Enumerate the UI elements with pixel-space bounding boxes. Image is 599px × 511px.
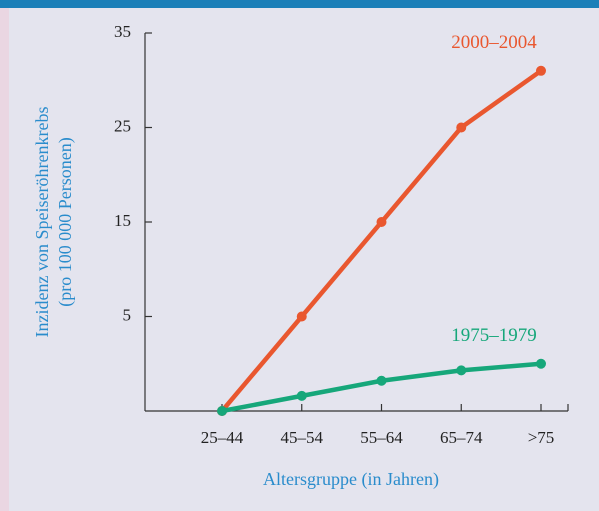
x-tick-label: 65–74 bbox=[440, 428, 483, 447]
point bbox=[296, 390, 307, 401]
point bbox=[456, 365, 467, 376]
x-tick-label: 45–54 bbox=[281, 428, 324, 447]
y-tick-label: 25 bbox=[114, 116, 131, 135]
y-axis-label: (pro 100 000 Personen) bbox=[55, 137, 76, 306]
series-label: 2000–2004 bbox=[451, 32, 537, 53]
x-tick-label: 25–44 bbox=[201, 428, 244, 447]
x-tick-label: >75 bbox=[528, 428, 555, 447]
x-axis-label: Altersgruppe (in Jahren) bbox=[263, 469, 439, 490]
y-axis-label: Inzidenz von Speiseröhrenkrebs bbox=[32, 107, 52, 338]
y-tick-label: 5 bbox=[123, 305, 132, 324]
left-strip bbox=[0, 0, 9, 511]
point bbox=[536, 358, 546, 369]
y-tick-label: 35 bbox=[114, 22, 131, 41]
series-label: 1975–1979 bbox=[451, 325, 537, 346]
top-bar bbox=[0, 0, 599, 8]
y-tick-label: 15 bbox=[114, 211, 131, 230]
point bbox=[536, 65, 546, 76]
point bbox=[296, 311, 307, 322]
point bbox=[376, 375, 387, 386]
point bbox=[456, 122, 467, 133]
point bbox=[376, 217, 387, 227]
point bbox=[217, 406, 227, 416]
x-tick-label: 55–64 bbox=[360, 428, 403, 447]
